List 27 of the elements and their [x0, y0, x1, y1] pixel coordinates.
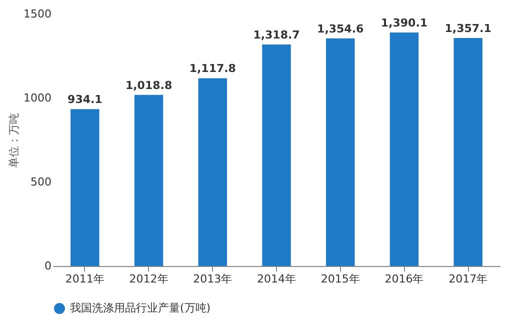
x-tick-label: 2012年: [129, 272, 168, 286]
bar: [262, 44, 291, 266]
data-label: 1,354.6: [317, 22, 364, 36]
x-tick-label: 2017年: [448, 272, 488, 286]
x-tick-label: 2016年: [384, 272, 424, 286]
bar: [134, 94, 164, 266]
bar: [198, 78, 228, 266]
y-axis-title: 单位：万吨: [8, 113, 21, 168]
x-tick-label: 2014年: [257, 272, 296, 286]
bar: [390, 32, 419, 266]
legend-label: 我国洗涤用品行业产量(万吨): [70, 302, 211, 314]
data-label: 1,318.7: [253, 28, 300, 42]
y-tick-label: 0: [44, 260, 52, 272]
data-label: 1,357.1: [444, 22, 492, 36]
y-tick-label: 500: [30, 176, 52, 188]
bar: [454, 38, 482, 266]
bar: [326, 38, 355, 266]
data-label: 934.1: [68, 93, 102, 106]
data-label: 1,018.8: [125, 78, 172, 92]
x-tick-label: 2015年: [320, 272, 360, 286]
x-tick-label: 2013年: [193, 272, 232, 286]
data-label: 1,117.8: [189, 62, 236, 76]
data-label: 1,390.1: [380, 16, 428, 30]
y-tick-label: 1000: [24, 92, 52, 104]
x-tick-label: 2011年: [65, 272, 104, 286]
y-tick-label: 1500: [24, 8, 52, 20]
bar: [70, 109, 100, 266]
